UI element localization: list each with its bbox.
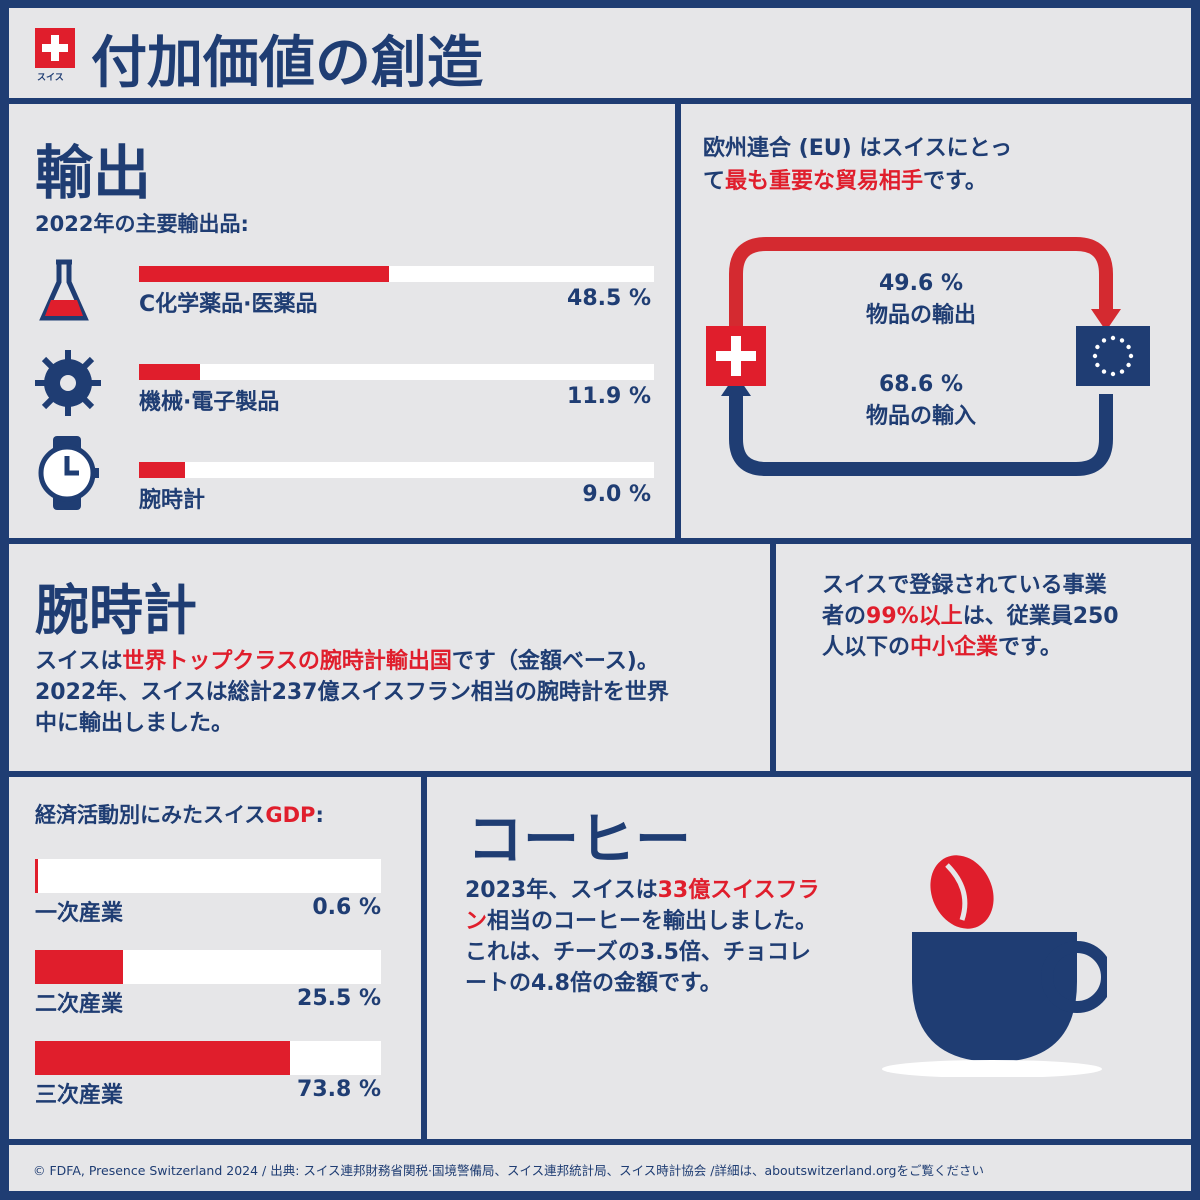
import-label: 物品の輸入 [865,404,976,429]
export-bar [139,266,654,282]
swiss-flag-logo [35,28,75,68]
gdp-bar-fill [35,950,124,984]
exports-panel: 輸出 2022年の主要輸出品: C化学薬品·医薬品 48.5 % 機械·電子製品… [9,104,675,538]
export-label: 物品の輸出 [865,303,976,328]
gdp-value: 0.6 % [312,895,381,920]
eu-highlight: 最も重要な貿易相手 [725,169,924,194]
export-bar-fill [139,266,389,282]
coffee-highlight: 33億スイスフラン [465,878,820,934]
gdp-panel: 経済活動別にみたスイスGDP: 一次産業 0.6 % 二次産業 25.5 % 三… [9,777,421,1139]
gdp-value: 25.5 % [297,986,381,1011]
coffee-panel: コーヒー 2023年、スイスは33億スイスフラン相当のコーヒーを輸出しました。こ… [427,777,1191,1139]
sme-text-3: です。 [998,635,1062,660]
eu-panel: 欧州連合 (EU) はスイスにとっ て最も重要な貿易相手です。 49.6 % 物… [681,104,1191,538]
export-bar-fill [139,364,201,380]
logo-text: スイス [37,73,64,83]
gdp-title: 経済活動別にみたスイス [35,803,266,827]
gdp-label: 三次産業 [35,1083,124,1108]
footer: © FDFA, Presence Switzerland 2024 / 出典: … [9,1145,1191,1191]
export-label: C化学薬品·医薬品 [139,292,318,317]
watch-icon [38,436,99,510]
page-title: 付加価値の創造 [91,31,483,96]
watches-heading: 腕時計 [35,579,197,642]
eu-text-1: 欧州連合 (EU) はスイスにとっ [703,136,1013,161]
gear-icon [35,350,101,416]
coffee-text-2: 相当のコーヒーを輸出しました。これは、チーズの3.5倍、チョコレートの4.8倍の… [465,909,818,996]
watches-text-1: スイスは [35,649,123,674]
gdp-bar [35,859,381,893]
exports-heading: 輸出 [35,139,152,207]
footer-credit: © FDFA, Presence Switzerland 2024 / 出典: … [33,1163,984,1178]
header: スイス 付加価値の創造 [9,8,1191,98]
export-value: 48.5 % [567,286,651,311]
flask-icon [39,259,89,321]
gdp-title-colon: : [315,803,324,827]
export-value: 9.0 % [582,482,651,507]
export-bar [139,462,654,478]
gdp-label: 二次産業 [35,992,124,1017]
export-value: 11.9 % [567,384,651,409]
sme-highlight-2: 中小企業 [910,635,999,660]
export-bar [139,364,654,380]
export-pct: 49.6 % [879,271,963,296]
export-bar-fill [139,462,186,478]
coffee-cup-icon [882,855,1107,1077]
watches-panel: 腕時計 スイスは世界トップクラスの腕時計輸出国です（金額ベース)。2022年、ス… [9,544,770,771]
export-label: 腕時計 [139,488,206,513]
gdp-label: 一次産業 [35,901,124,926]
gdp-value: 73.8 % [297,1077,381,1102]
coffee-text-1: 2023年、スイスは [465,878,658,903]
eu-text-2: て [703,169,726,194]
gdp-bar [35,1041,381,1075]
gdp-bar-fill [35,1041,291,1075]
eu-flag [1076,326,1150,386]
export-label: 機械·電子製品 [139,390,280,415]
gdp-bar-fill [35,859,38,893]
sme-text-2: は、従業員250人以下の [822,604,1119,660]
gdp-bar [35,950,381,984]
swiss-flag [706,326,766,386]
watches-highlight: 世界トップクラスの腕時計輸出国 [122,649,452,674]
sme-panel: スイスで登録されている事業者の99%以上は、従業員250人以下の中小企業です。 [776,544,1191,771]
coffee-heading: コーヒー [467,808,691,873]
gdp-title-highlight: GDP [265,803,316,827]
import-pct: 68.6 % [879,372,963,397]
watches-text-2: です（金額ベース)。2022年、スイスは総計237億スイスフラン相当の腕時計を世… [35,649,669,736]
sme-text-1: スイスで登録されている事業者の [822,573,1107,629]
exports-subtitle: 2022年の主要輸出品: [35,212,249,236]
eu-text-3: です。 [923,169,987,194]
sme-highlight-1: 99%以上 [866,604,963,629]
